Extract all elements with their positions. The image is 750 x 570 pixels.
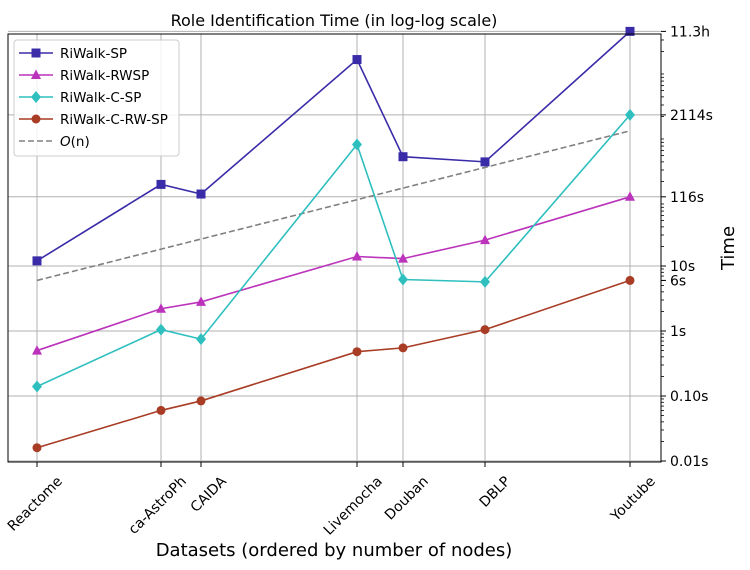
legend-label: RiWalk-C-SP: [60, 90, 141, 106]
plot-frame: [7, 33, 662, 463]
data-point: [32, 380, 42, 393]
data-point: [196, 189, 206, 199]
data-point: [196, 333, 206, 346]
data-point: [32, 345, 42, 355]
series-group: [32, 26, 635, 453]
data-point: [398, 343, 408, 353]
legend-label: RiWalk-RWSP: [60, 68, 149, 84]
series-riwalk-sp: [32, 26, 635, 266]
data-point: [31, 114, 41, 124]
series-riwalk-c-sp: [32, 108, 635, 393]
data-point: [156, 303, 166, 313]
y-tick-label: 2114s: [670, 108, 713, 124]
y-tick-label: 11.3h: [670, 24, 710, 40]
y-tick-label: 6s: [670, 273, 686, 289]
data-point: [398, 152, 408, 162]
chart-title: Role Identification Time (in log-log sca…: [171, 11, 498, 30]
y-tick-label: 0.10s: [670, 389, 708, 405]
data-point: [625, 191, 635, 201]
data-point: [480, 157, 490, 167]
data-point: [625, 26, 635, 36]
y-tick-label: 116s: [670, 190, 704, 206]
y-tick-label: 10s: [670, 259, 695, 275]
data-point: [398, 273, 408, 286]
grid-lines: [8, 30, 661, 462]
data-point: [32, 443, 42, 453]
series-riwalk-rwsp: [32, 191, 635, 355]
data-point: [31, 91, 41, 103]
data-point: [352, 251, 362, 261]
data-point: [32, 256, 42, 266]
legend-box: [13, 39, 180, 157]
y-tick-label: 1s: [670, 324, 686, 340]
legend-label: O(n): [60, 134, 90, 150]
y-tick-label: 0.01s: [670, 454, 708, 470]
data-point: [625, 275, 635, 285]
reference-line-group: [36, 130, 631, 282]
data-point: [31, 69, 41, 79]
data-point: [398, 253, 408, 263]
series-line: [36, 130, 631, 282]
series-riwalk-c-rw-sp: [32, 275, 635, 453]
data-point: [31, 48, 41, 58]
data-point: [625, 108, 635, 121]
legend: RiWalk-SP RiWalk-RWSP RiWalk-C-SP RiWalk-C-…: [13, 39, 180, 157]
legend-label: RiWalk-C-RW-SP: [60, 112, 168, 128]
data-point: [480, 234, 490, 245]
data-point: [196, 396, 206, 406]
series-o-n-: [36, 130, 631, 282]
data-point: [352, 138, 362, 151]
y-axis-label: Time: [718, 226, 739, 271]
data-point: [480, 275, 490, 288]
data-point: [156, 323, 166, 336]
data-point: [156, 405, 166, 415]
data-point: [156, 179, 166, 189]
legend-label: RiWalk-SP: [60, 46, 127, 62]
data-point: [352, 347, 362, 357]
x-axis-label: Datasets (ordered by number of nodes): [156, 540, 513, 561]
data-point: [196, 296, 206, 306]
data-point: [480, 325, 490, 335]
data-point: [352, 55, 362, 65]
